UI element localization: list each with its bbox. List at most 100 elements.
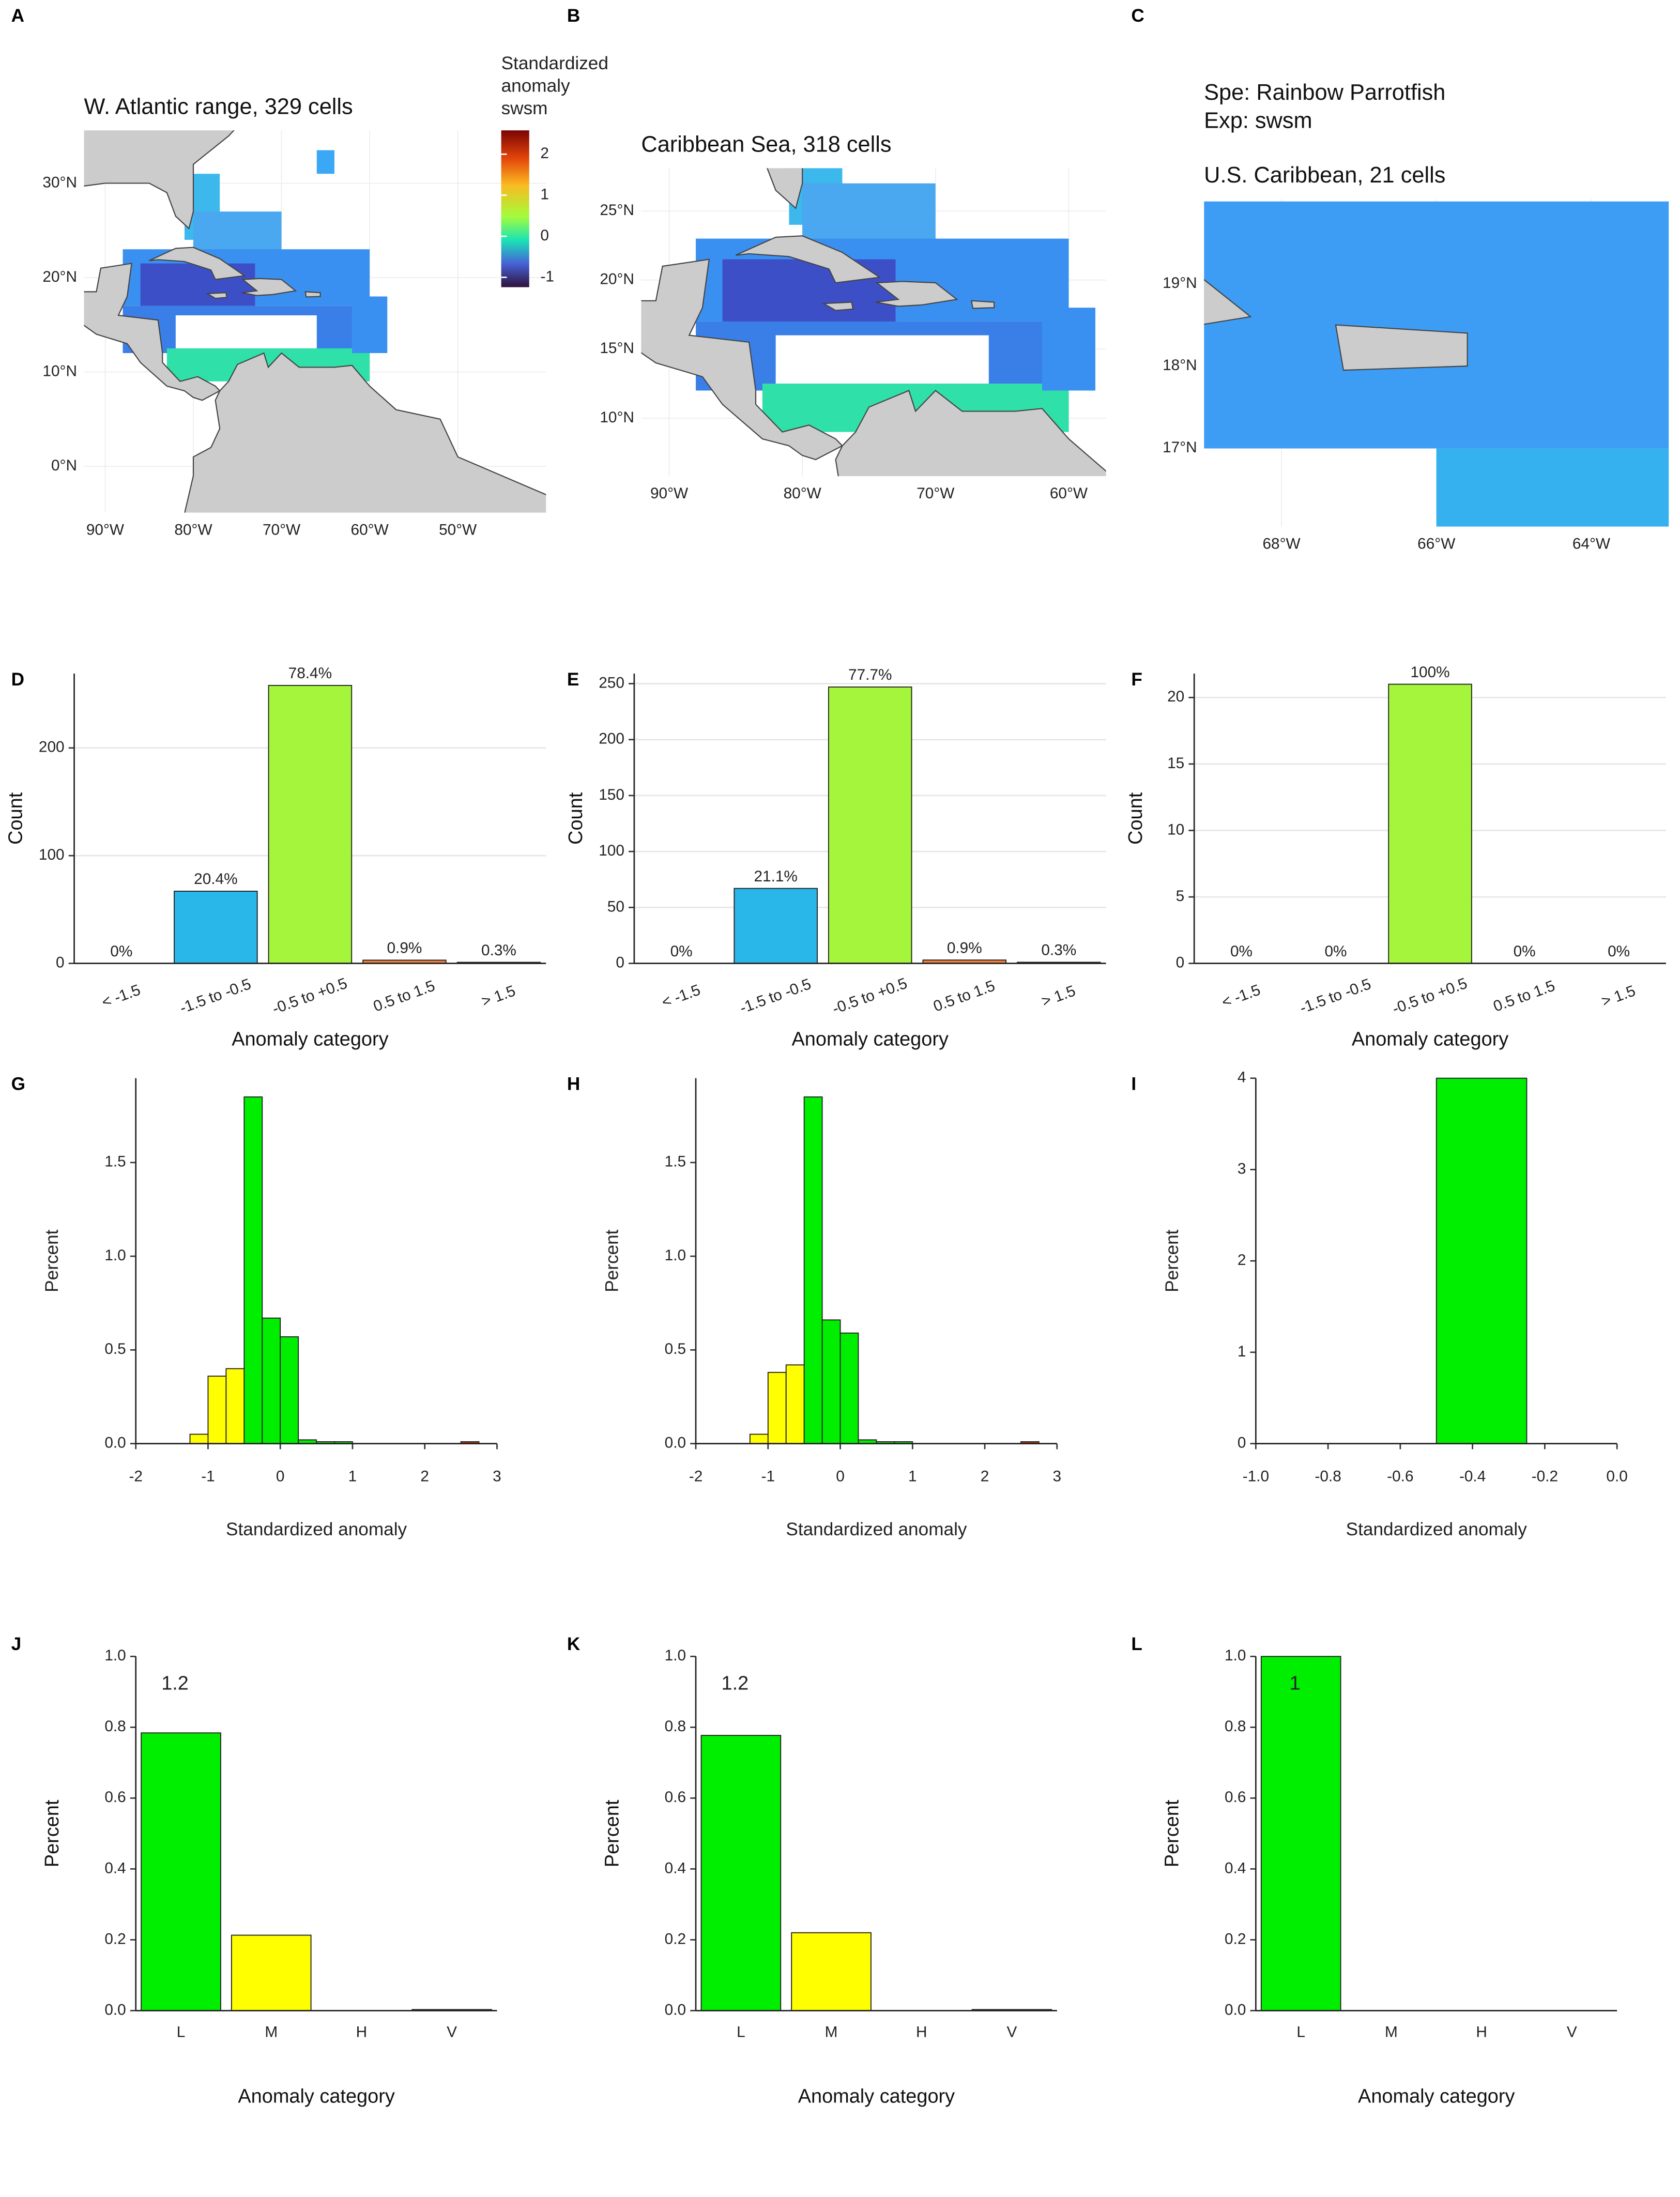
y-tick-label: 50 — [607, 898, 624, 915]
x-tick-label: 3 — [493, 1468, 501, 1485]
y-axis-title: Percent — [41, 1799, 63, 1867]
grid-cell — [316, 150, 334, 174]
panel-letter: C — [1131, 6, 1144, 26]
x-axis-title: Standardized anomaly — [226, 1519, 407, 1539]
y-tick-label: 0.6 — [665, 1789, 686, 1806]
y-tick-label: 0.2 — [104, 1930, 126, 1947]
value-label: 0% — [1230, 943, 1253, 960]
land — [241, 278, 297, 296]
x-tick-label: -0.8 — [1315, 1468, 1341, 1485]
y-tick-label: 1.0 — [104, 1647, 126, 1664]
y-tick-label: 4 — [1238, 1069, 1246, 1086]
annotation: Exp: swsm — [1204, 108, 1312, 133]
x-tick-label: L — [1296, 2024, 1305, 2041]
histogram-bar — [821, 1319, 841, 1444]
grid-cell — [1204, 201, 1669, 449]
grid-cell — [722, 259, 896, 322]
y-tick-label: 25°N — [600, 202, 634, 219]
y-tick-label: 30°N — [42, 174, 77, 191]
legend-tick-label: 2 — [540, 145, 549, 162]
y-axis-title: Percent — [1162, 1799, 1183, 1867]
y-tick-label: 15 — [1167, 755, 1184, 772]
y-tick-label: 200 — [39, 739, 65, 756]
y-tick-label: 10°N — [42, 362, 77, 379]
x-tick-label: -2 — [129, 1468, 142, 1485]
value-label: 77.7% — [848, 666, 892, 683]
x-tick-label: -0.4 — [1459, 1468, 1486, 1485]
grid-cell — [775, 335, 989, 384]
value-label: 100% — [1410, 664, 1449, 681]
y-tick-label: 1.0 — [104, 1247, 126, 1264]
annotation: 1.2 — [161, 1672, 189, 1694]
map-title: Caribbean Sea, 318 cells — [641, 132, 891, 157]
x-tick-label: < -1.5 — [1219, 981, 1263, 1011]
x-tick-label: 90°W — [86, 522, 124, 539]
x-tick-label: 50°W — [439, 522, 477, 539]
y-tick-label: 0.0 — [1225, 2001, 1246, 2018]
y-tick-label: 3 — [1238, 1160, 1246, 1177]
x-tick-label: 0.0 — [1606, 1468, 1627, 1485]
y-tick-label: 20 — [1167, 688, 1184, 705]
land — [821, 301, 854, 311]
value-label: 0.9% — [387, 940, 422, 957]
y-tick-label: 0°N — [51, 457, 77, 474]
land — [1335, 324, 1468, 371]
x-tick-label: 68°W — [1262, 536, 1300, 553]
value-label: 0% — [110, 943, 132, 960]
y-tick-label: 20°N — [42, 268, 77, 285]
x-tick-label: -1.0 — [1243, 1468, 1269, 1485]
y-tick-label: 0.2 — [1225, 1930, 1246, 1947]
y-tick-label: 0 — [1238, 1434, 1246, 1451]
x-tick-label: V — [447, 2024, 457, 2041]
y-axis-title: Percent — [1162, 1229, 1182, 1292]
panel-letter: E — [567, 669, 579, 690]
x-tick-label: V — [1007, 2024, 1017, 2041]
value-label: 21.1% — [754, 868, 797, 885]
land — [205, 292, 228, 299]
y-tick-label: 0.8 — [665, 1718, 686, 1735]
panel-letter: F — [1131, 669, 1142, 690]
x-tick-label: H — [1476, 2024, 1487, 2041]
legend-title: Standardized — [501, 53, 608, 73]
y-tick-label: 0.4 — [104, 1859, 126, 1876]
histogram-bar — [225, 1368, 245, 1444]
bar — [268, 684, 353, 964]
y-tick-label: 0 — [1176, 954, 1185, 971]
y-axis-title: Percent — [601, 1799, 623, 1867]
y-tick-label: 1.0 — [665, 1247, 686, 1264]
y-tick-label: 17°N — [1163, 439, 1197, 456]
x-tick-label: M — [825, 2024, 838, 2041]
x-tick-label: -0.5 to +0.5 — [270, 975, 350, 1018]
y-axis-title: Percent — [602, 1229, 622, 1292]
x-tick-label: V — [1567, 2024, 1577, 2041]
histogram-bar — [803, 1096, 823, 1444]
x-tick-label: H — [916, 2024, 927, 2041]
y-tick-label: 1.5 — [104, 1153, 126, 1170]
y-tick-label: 0.6 — [1225, 1789, 1246, 1806]
value-label: 0.9% — [947, 939, 982, 956]
legend-tick-label: -1 — [540, 268, 554, 285]
x-axis-title: Anomaly category — [798, 2085, 955, 2107]
x-tick-label: -1 — [761, 1468, 775, 1485]
y-tick-label: 0.8 — [1225, 1718, 1246, 1735]
y-tick-label: 0.2 — [665, 1930, 686, 1947]
grid-cell — [989, 94, 1016, 128]
x-tick-label: L — [177, 2024, 186, 2041]
x-axis-title: Anomaly category — [238, 2085, 394, 2107]
x-tick-label: -0.2 — [1532, 1468, 1558, 1485]
x-tick-label: L — [737, 2024, 745, 2041]
y-tick-label: 18°N — [1163, 357, 1197, 374]
y-tick-label: 0.5 — [665, 1340, 686, 1357]
bar — [1260, 1656, 1341, 2011]
histogram-bar — [280, 1336, 299, 1444]
x-tick-label: -0.5 to +0.5 — [1390, 975, 1470, 1018]
y-tick-label: 1 — [1238, 1343, 1246, 1360]
x-tick-label: > 1.5 — [1599, 982, 1638, 1010]
value-label: 0.3% — [1041, 942, 1076, 959]
x-tick-label: 2 — [981, 1468, 989, 1485]
x-axis-title: Standardized anomaly — [1346, 1519, 1528, 1539]
y-tick-label: 0.0 — [104, 2001, 126, 2018]
x-tick-label: -0.6 — [1387, 1468, 1413, 1485]
